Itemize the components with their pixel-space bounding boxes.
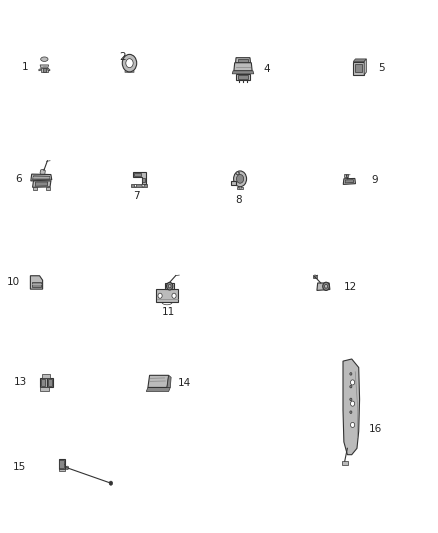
Circle shape [134,184,137,187]
Polygon shape [32,282,41,287]
Polygon shape [60,460,64,468]
Circle shape [323,282,329,290]
Polygon shape [236,172,239,174]
Circle shape [142,184,144,187]
Circle shape [109,481,113,485]
Polygon shape [236,74,251,80]
Polygon shape [39,387,49,391]
Polygon shape [134,173,141,176]
Polygon shape [35,182,48,186]
Text: 2: 2 [119,52,125,61]
Polygon shape [342,461,348,465]
Polygon shape [343,359,360,455]
Polygon shape [231,181,236,185]
Circle shape [325,285,328,288]
Text: 8: 8 [235,195,242,205]
Text: 9: 9 [371,175,378,185]
Text: 16: 16 [369,424,382,434]
Text: 14: 14 [177,378,191,389]
Polygon shape [356,64,362,72]
Circle shape [158,293,162,298]
Polygon shape [237,187,243,189]
Circle shape [350,385,352,388]
Polygon shape [48,69,50,71]
Text: 1: 1 [21,62,28,72]
Polygon shape [344,174,348,177]
Circle shape [350,401,355,406]
Polygon shape [127,68,132,71]
Polygon shape [59,459,65,464]
Polygon shape [142,178,145,182]
Polygon shape [59,469,66,471]
Polygon shape [31,174,52,181]
Text: 10: 10 [7,278,20,287]
Polygon shape [41,68,48,72]
Polygon shape [146,387,170,391]
Polygon shape [46,187,50,190]
Polygon shape [39,69,41,71]
Text: 11: 11 [162,306,175,317]
Ellipse shape [41,57,48,61]
Circle shape [172,293,176,298]
Polygon shape [32,187,37,190]
Polygon shape [32,181,51,187]
Polygon shape [234,63,252,71]
Text: 12: 12 [343,282,357,292]
Circle shape [314,275,316,278]
Text: 4: 4 [264,64,270,74]
Polygon shape [131,184,147,188]
Polygon shape [32,176,50,180]
Polygon shape [39,377,47,387]
Text: 15: 15 [12,463,26,472]
Polygon shape [148,375,169,387]
Polygon shape [42,68,46,71]
Polygon shape [155,289,178,302]
Polygon shape [42,374,50,377]
Circle shape [350,411,352,414]
Circle shape [350,422,355,427]
Circle shape [350,380,355,385]
Polygon shape [59,464,65,469]
Polygon shape [345,180,353,183]
Polygon shape [353,59,366,62]
Polygon shape [313,274,317,278]
Circle shape [126,59,133,68]
Polygon shape [47,377,53,387]
Polygon shape [165,283,174,289]
Polygon shape [133,172,146,184]
Polygon shape [236,58,251,63]
Polygon shape [343,179,356,184]
Circle shape [166,282,173,290]
Polygon shape [40,169,45,174]
Circle shape [350,398,352,401]
Circle shape [236,172,238,174]
Text: 5: 5 [378,63,385,73]
Polygon shape [232,71,254,74]
Polygon shape [48,379,53,385]
Polygon shape [317,283,330,290]
Polygon shape [353,62,364,75]
Polygon shape [41,379,46,385]
Text: 13: 13 [14,377,27,387]
Polygon shape [167,375,171,387]
Circle shape [233,171,247,187]
Polygon shape [30,276,42,289]
Circle shape [350,373,352,375]
Circle shape [122,54,137,72]
Polygon shape [238,59,248,62]
Polygon shape [364,59,366,75]
Polygon shape [125,67,134,72]
Text: 7: 7 [133,191,139,201]
Circle shape [66,466,69,470]
Circle shape [239,187,241,189]
Circle shape [168,285,171,288]
Circle shape [237,174,244,183]
Polygon shape [238,75,248,79]
Text: 6: 6 [15,174,21,184]
Polygon shape [40,65,49,68]
